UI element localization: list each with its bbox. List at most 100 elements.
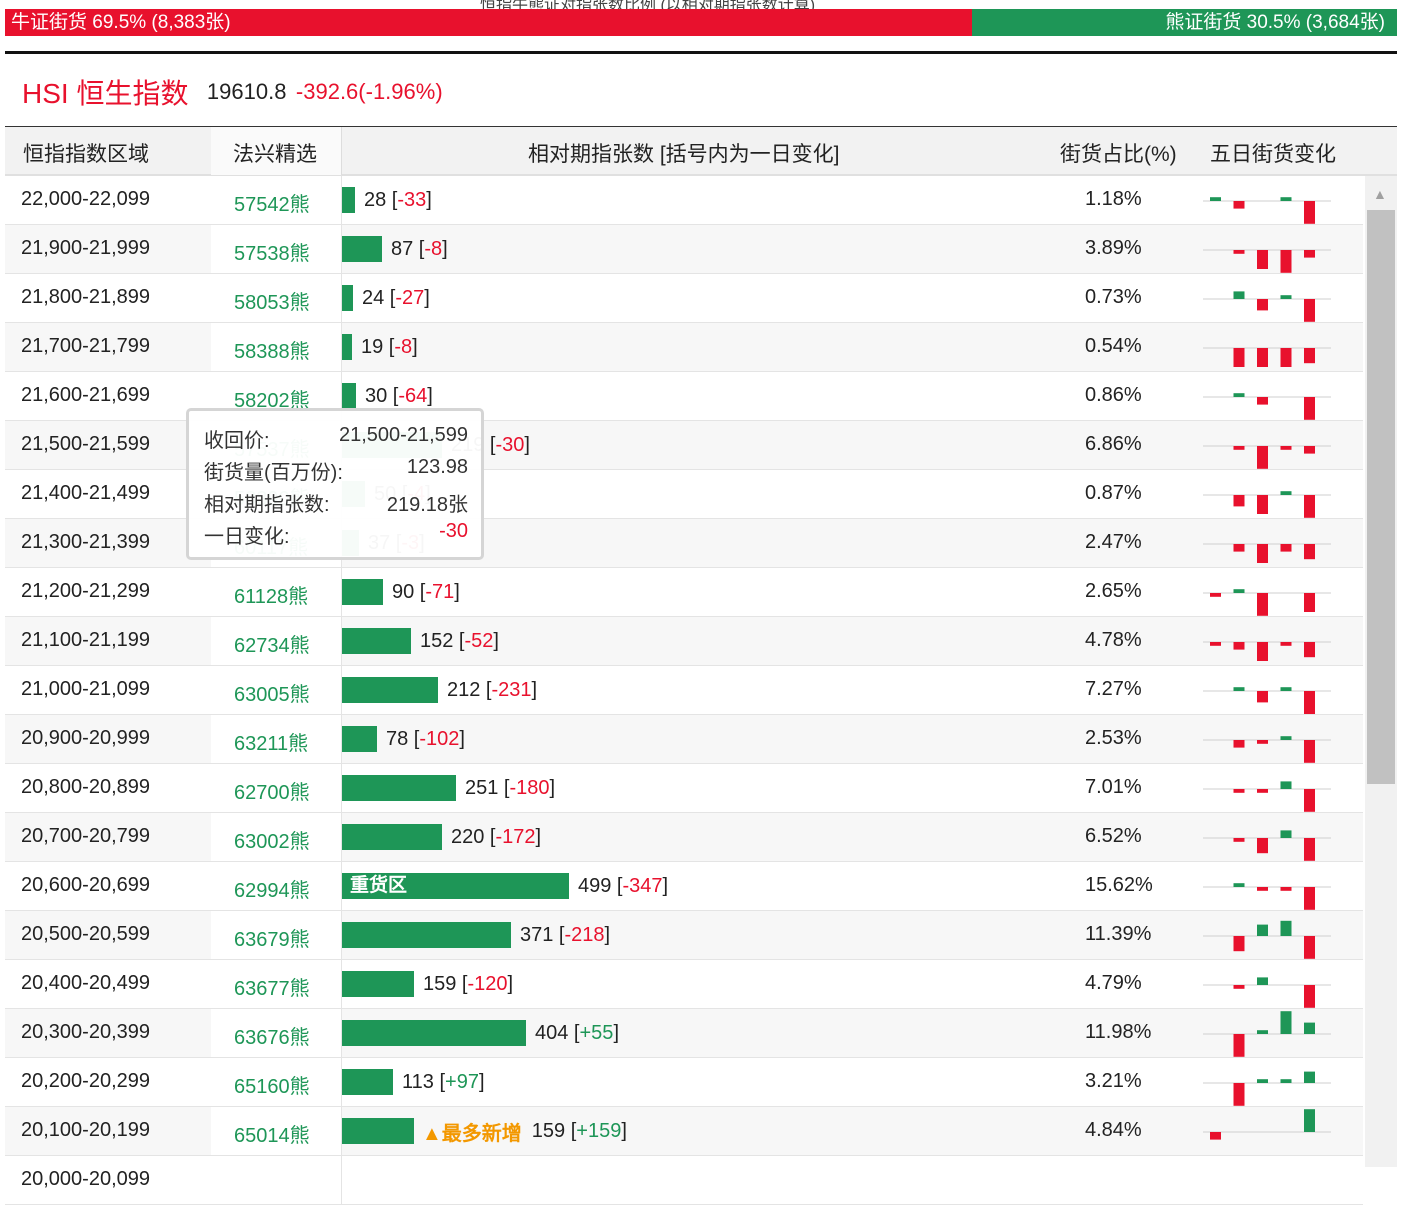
outstanding-pct: 1.18% [1085,188,1142,210]
sparkline-bar [1257,838,1268,854]
sparkline-bar [1210,197,1221,201]
sparkline-bar [1280,197,1292,201]
sparkline-bar [1304,1022,1315,1034]
contracts-value: 152 [-52] [420,629,499,652]
warrant-link[interactable]: 63676熊 [234,1027,310,1049]
contracts-cell: 24 [-27] [342,285,430,311]
sparkline-bar [1233,544,1245,552]
outstanding-pct: 6.86% [1085,433,1142,455]
sparkline-bar [1233,589,1245,593]
five-day-sparkline [1203,920,1331,959]
column-divider [341,862,342,910]
contracts-bar [342,971,414,997]
bull-share: 牛证街货 69.5% (8,383张) [5,9,972,36]
day-change: -33 [397,188,427,211]
contracts-bar [342,628,411,654]
sparkline-bar [1304,593,1315,612]
table-header: 恒指指数区域 法兴精选 相对期指张数 [括号内为一日变化] 街货占比(%) 五日… [5,126,1397,176]
sparkline-bar [1304,250,1315,258]
contracts-value: 251 [-180] [465,776,556,799]
select-cell: 63005熊 [211,666,341,714]
sparkline-bar [1210,642,1221,646]
table-row: 21,000-21,099 63005熊 212 [-231] 7.27% [5,666,1363,715]
warrant-link[interactable]: 63002熊 [234,831,310,853]
day-change: -8 [394,335,413,358]
tooltip-value: 219.18张 [386,494,468,516]
outstanding-pct: 6.52% [1085,825,1142,847]
day-change: -102 [419,727,460,750]
five-day-sparkline [1203,830,1331,861]
sparkline-bar [1280,491,1292,495]
five-day-sparkline [1203,687,1331,714]
sparkline-bar [1304,936,1315,959]
select-cell [211,1156,341,1204]
sparkline-bar [1233,838,1245,842]
warrant-link[interactable]: 63679熊 [234,929,310,951]
sparkline-bar [1233,446,1245,450]
sparkline-bar [1233,348,1245,367]
strike-table: 22,000-22,099 57542熊 28 [-33] 1.18% 21,900-2… [5,176,1363,1205]
col-pct: 街货占比(%) [1060,143,1177,166]
warrant-link[interactable]: 65014熊 [234,1125,310,1147]
sparkline-bar [1257,544,1268,563]
day-change: +55 [579,1021,614,1044]
warrant-link[interactable]: 57542熊 [234,194,310,216]
warrant-link[interactable]: 57538熊 [234,243,310,265]
sparkline-bar [1233,883,1245,887]
five-day-sparkline [1203,641,1331,661]
contracts-count: 87 [391,237,414,260]
contracts-value: 28 [-33] [364,188,432,211]
day-change: -120 [467,972,508,995]
warrant-link[interactable]: 61128熊 [234,586,309,608]
divider [5,51,1397,54]
contracts-count: 30 [365,384,388,407]
warrant-link[interactable]: 62734熊 [234,635,310,657]
contracts-count: 78 [386,727,409,750]
col-contracts: 相对期指张数 [括号内为一日变化] [528,143,840,166]
warrant-link[interactable]: 63005熊 [234,684,310,706]
strike-range: 21,400-21,499 [21,482,151,504]
select-cell: 62734熊 [211,617,341,665]
hover-tooltip: 收回价: 21,500-21,599 街货量(百万份): 123.98 相对期指张数… [186,408,484,560]
sparkline-bar [1304,838,1315,861]
contracts-bar [342,824,442,850]
day-change: -52 [464,629,494,652]
warrant-link[interactable]: 58053熊 [234,292,310,314]
contracts-value: 159 [+159] [531,1119,627,1142]
contracts-count: 28 [364,188,387,211]
index-name[interactable]: HSI 恒生指数 [22,78,189,109]
sparkline-bar [1257,495,1268,514]
table-row: 21,200-21,299 61128熊 90 [-71] 2.65% [5,568,1363,617]
contracts-bar [342,1069,393,1095]
table-row: 20,400-20,499 63677熊 159 [-120] 4.79% [5,960,1363,1009]
warrant-link[interactable]: 62994熊 [234,880,310,902]
select-cell: 63679熊 [211,911,341,959]
sparkline-bar [1304,789,1315,812]
column-divider [341,715,342,763]
sparkline-bar [1280,642,1292,646]
scroll-up-icon[interactable]: ▲ [1373,186,1387,202]
warrant-link[interactable]: 58388熊 [234,341,310,363]
warrant-link[interactable]: 63677熊 [234,978,310,1000]
sparkline-bar [1280,781,1292,789]
scroll-thumb[interactable] [1367,210,1395,784]
strike-range: 20,200-20,299 [21,1070,151,1092]
outstanding-pct: 2.53% [1085,727,1142,749]
five-day-sparkline [1203,291,1331,322]
warrant-link[interactable]: 58202熊 [234,390,310,412]
warrant-link[interactable]: 63211熊 [234,733,309,755]
scrollbar[interactable]: ▲ [1365,176,1397,1167]
tooltip-value: 21,500-21,599 [338,424,468,446]
warrant-link[interactable]: 65160熊 [234,1076,310,1098]
strike-range: 21,900-21,999 [21,237,151,259]
sparkline-bar [1304,397,1315,420]
contracts-value: 19 [-8] [361,335,418,358]
day-change: -64 [398,384,428,407]
outstanding-pct: 3.21% [1085,1070,1142,1092]
outstanding-pct: 0.54% [1085,335,1142,357]
select-cell: 58053熊 [211,274,341,322]
column-divider [341,1009,342,1057]
contracts-cell: 19 [-8] [342,334,418,360]
column-divider [341,323,342,371]
warrant-link[interactable]: 62700熊 [234,782,310,804]
